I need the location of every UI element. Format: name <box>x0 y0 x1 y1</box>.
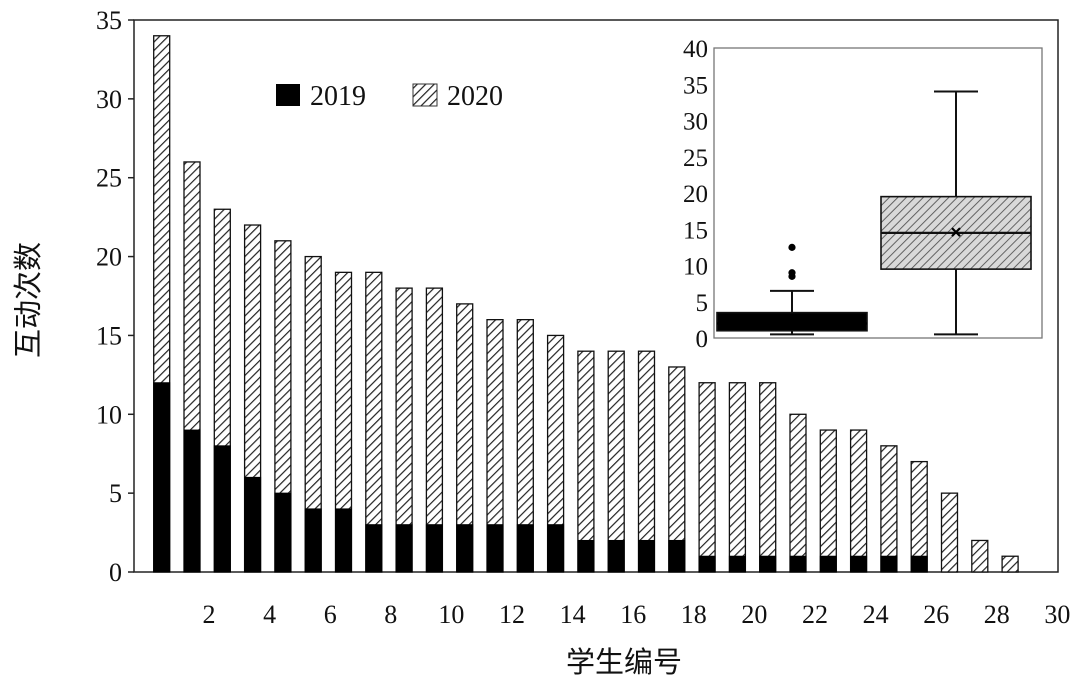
bar-2019 <box>213 445 231 573</box>
y-tick-label: 30 <box>96 85 122 114</box>
bar-2020 <box>759 382 777 573</box>
y-axis-label: 互动次数 <box>11 242 45 358</box>
legend-label-2019: 2019 <box>310 81 366 112</box>
bar-2019 <box>274 492 292 573</box>
bar-2020 <box>728 382 747 573</box>
inset-y-tick-label: 25 <box>683 145 708 172</box>
x-tick-label: 2 <box>203 600 216 629</box>
inset-background <box>710 46 1042 340</box>
box-2019-iqr <box>716 311 868 332</box>
bar-2020 <box>1001 555 1019 573</box>
bar-2020 <box>637 350 656 573</box>
inset-frame <box>713 47 1043 339</box>
bar-2020 <box>607 350 625 573</box>
x-tick-label: 6 <box>324 600 337 629</box>
inset-y-tick-label: 35 <box>683 72 708 99</box>
x-axis-label: 学生编号 <box>566 645 682 679</box>
box-2019-outlier <box>788 269 796 277</box>
bar-2019 <box>698 555 716 573</box>
bar-2020 <box>880 445 898 573</box>
x-tick-label: 8 <box>384 600 397 629</box>
bar-2020 <box>940 492 959 573</box>
bar-2019 <box>910 555 928 573</box>
y-tick-label: 35 <box>96 6 122 35</box>
bar-2019 <box>880 555 898 573</box>
bar-2020 <box>910 460 928 573</box>
bar-2019 <box>425 524 443 573</box>
bar-2019 <box>244 476 262 573</box>
bar-2019 <box>456 524 474 573</box>
bar-2019 <box>638 539 655 573</box>
bar-2019 <box>395 524 413 573</box>
bar-2020 <box>819 429 837 573</box>
x-tick-label: 16 <box>620 600 646 629</box>
box-2019-mean <box>787 315 797 325</box>
bar-2019 <box>577 539 595 573</box>
inset-y-tick-label: 15 <box>683 217 708 244</box>
box-2020-mean <box>951 227 961 237</box>
bar-2019 <box>153 382 171 573</box>
bar-2019 <box>668 539 686 573</box>
legend-label-2020: 2020 <box>447 81 503 112</box>
inset-y-tick-label: 20 <box>683 181 708 208</box>
box-2019-outlier <box>788 243 796 251</box>
x-tick-label: 24 <box>863 600 889 629</box>
bar-2019 <box>819 555 837 573</box>
legend-swatch-2020 <box>412 83 438 107</box>
y-tick-label: 10 <box>96 400 122 429</box>
bar-2019 <box>607 539 625 573</box>
inset-y-tick-label: 0 <box>696 326 709 353</box>
x-tick-label: 14 <box>560 600 586 629</box>
inset-y-tick-label: 5 <box>696 290 709 317</box>
x-tick-label: 10 <box>438 600 464 629</box>
bar-2019 <box>759 555 777 573</box>
bar-2019 <box>728 555 746 573</box>
bar-2020 <box>971 539 989 573</box>
y-tick-label: 15 <box>96 321 122 350</box>
x-tick-label: 18 <box>681 600 707 629</box>
x-tick-label: 26 <box>923 600 949 629</box>
bar-2019 <box>486 524 504 573</box>
bar-2019 <box>183 429 201 573</box>
y-tick-label: 25 <box>96 164 122 193</box>
plot-frame <box>133 19 1059 573</box>
x-tick-label: 30 <box>1044 600 1070 629</box>
x-tick-label: 12 <box>499 600 525 629</box>
inset-boxplot: 0 5 10 15 20 25 30 35 40 <box>683 36 1043 353</box>
bar-2020 <box>849 429 868 573</box>
bar-2019 <box>516 524 534 573</box>
x-tick-label: 4 <box>263 600 276 629</box>
y-tick-label: 0 <box>109 558 122 587</box>
x-tick-label: 22 <box>802 600 828 629</box>
bar-2019 <box>365 524 383 573</box>
bar-2019 <box>789 555 807 573</box>
x-tick-label: 28 <box>984 600 1010 629</box>
bar-2020 <box>577 350 595 573</box>
inset-y-tick-label: 40 <box>683 36 708 63</box>
y-tick-label: 5 <box>109 479 122 508</box>
bar-2020 <box>698 382 716 573</box>
y-tick-label: 20 <box>96 243 122 272</box>
bar-2019 <box>850 555 868 573</box>
inset-y-tick-label: 10 <box>683 254 708 281</box>
bar-2019 <box>547 524 565 573</box>
inset-y-tick-label: 30 <box>683 109 708 136</box>
legend-swatch-2019 <box>276 84 300 106</box>
x-tick-label: 20 <box>741 600 767 629</box>
bar-2019 <box>304 508 322 573</box>
bar-2020 <box>789 413 807 573</box>
bar-2019 <box>335 508 352 573</box>
